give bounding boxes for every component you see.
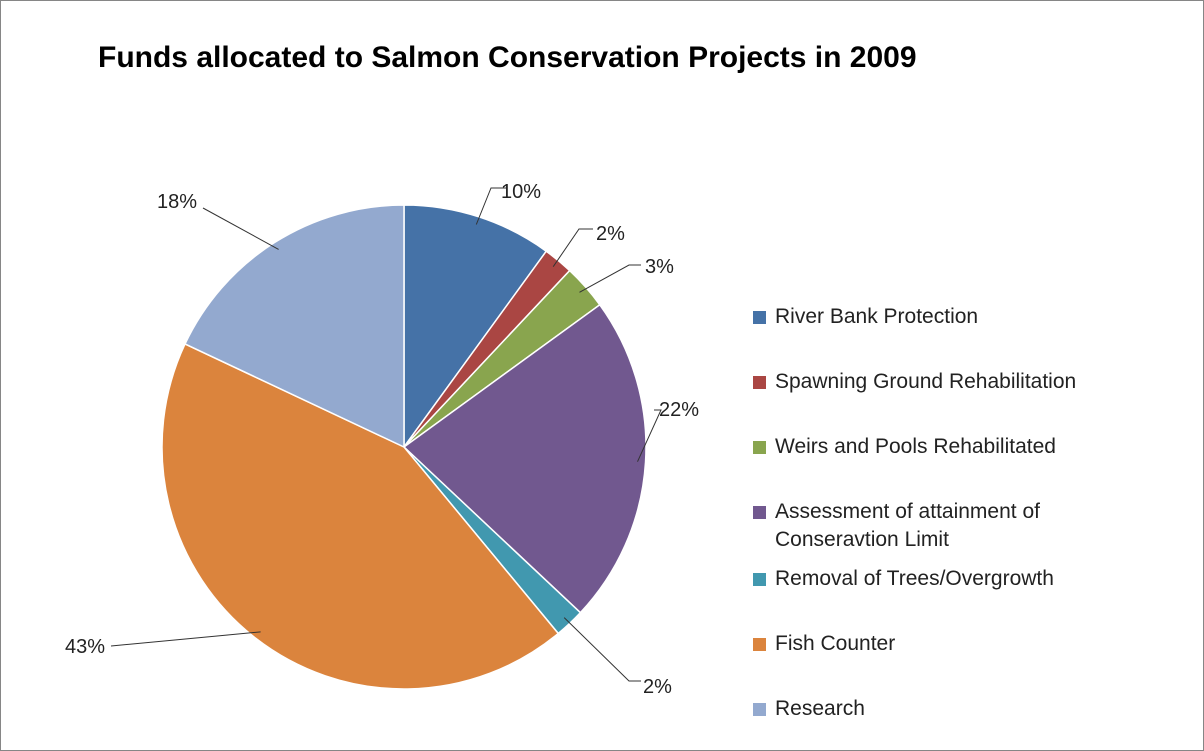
legend-swatch [753,441,766,454]
pie-slice-river-bank-protection [403,204,548,450]
leader-line [552,228,593,267]
leader-line [637,409,662,462]
data-label: 18% [157,191,197,213]
legend-label: Removal of Trees/Overgrowth [775,567,1054,590]
leader-line [579,264,641,293]
legend-swatch [753,638,766,651]
data-label: 10% [501,181,541,203]
legend-swatch [753,703,766,716]
pie-slice-research [184,204,405,449]
pie-slice-fish-counter [161,342,560,690]
legend-label: Weirs and Pools Rehabilitated [775,435,1056,458]
data-label: 43% [65,636,105,658]
leader-line [110,631,261,647]
data-label: 3% [645,256,674,278]
legend-label: Fish Counter [775,632,896,655]
leader-line [475,187,506,225]
data-label: 22% [659,399,699,421]
chart-title: Funds allocated to Salmon Conservation P… [98,41,917,74]
legend: River Bank Protection Spawning Ground Re… [753,1,1193,750]
leader-line [202,207,279,250]
legend-label: River Bank Protection [775,305,979,328]
leader-line [563,617,641,682]
pie-slice-assessment-of-attainment-of [402,303,647,614]
legend-label: Spawning Ground Rehabilitation [775,370,1077,393]
data-label: 2% [596,223,625,245]
data-label: 2% [643,676,672,698]
legend-label-line2: Conseravtion Limit [775,528,949,551]
legend-label: Assessment of attainment of [775,500,1040,523]
legend-swatch [753,506,766,519]
legend-label: Research [775,697,865,720]
legend-swatch [753,376,766,389]
legend-swatch [753,311,766,324]
legend-swatch [753,573,766,586]
